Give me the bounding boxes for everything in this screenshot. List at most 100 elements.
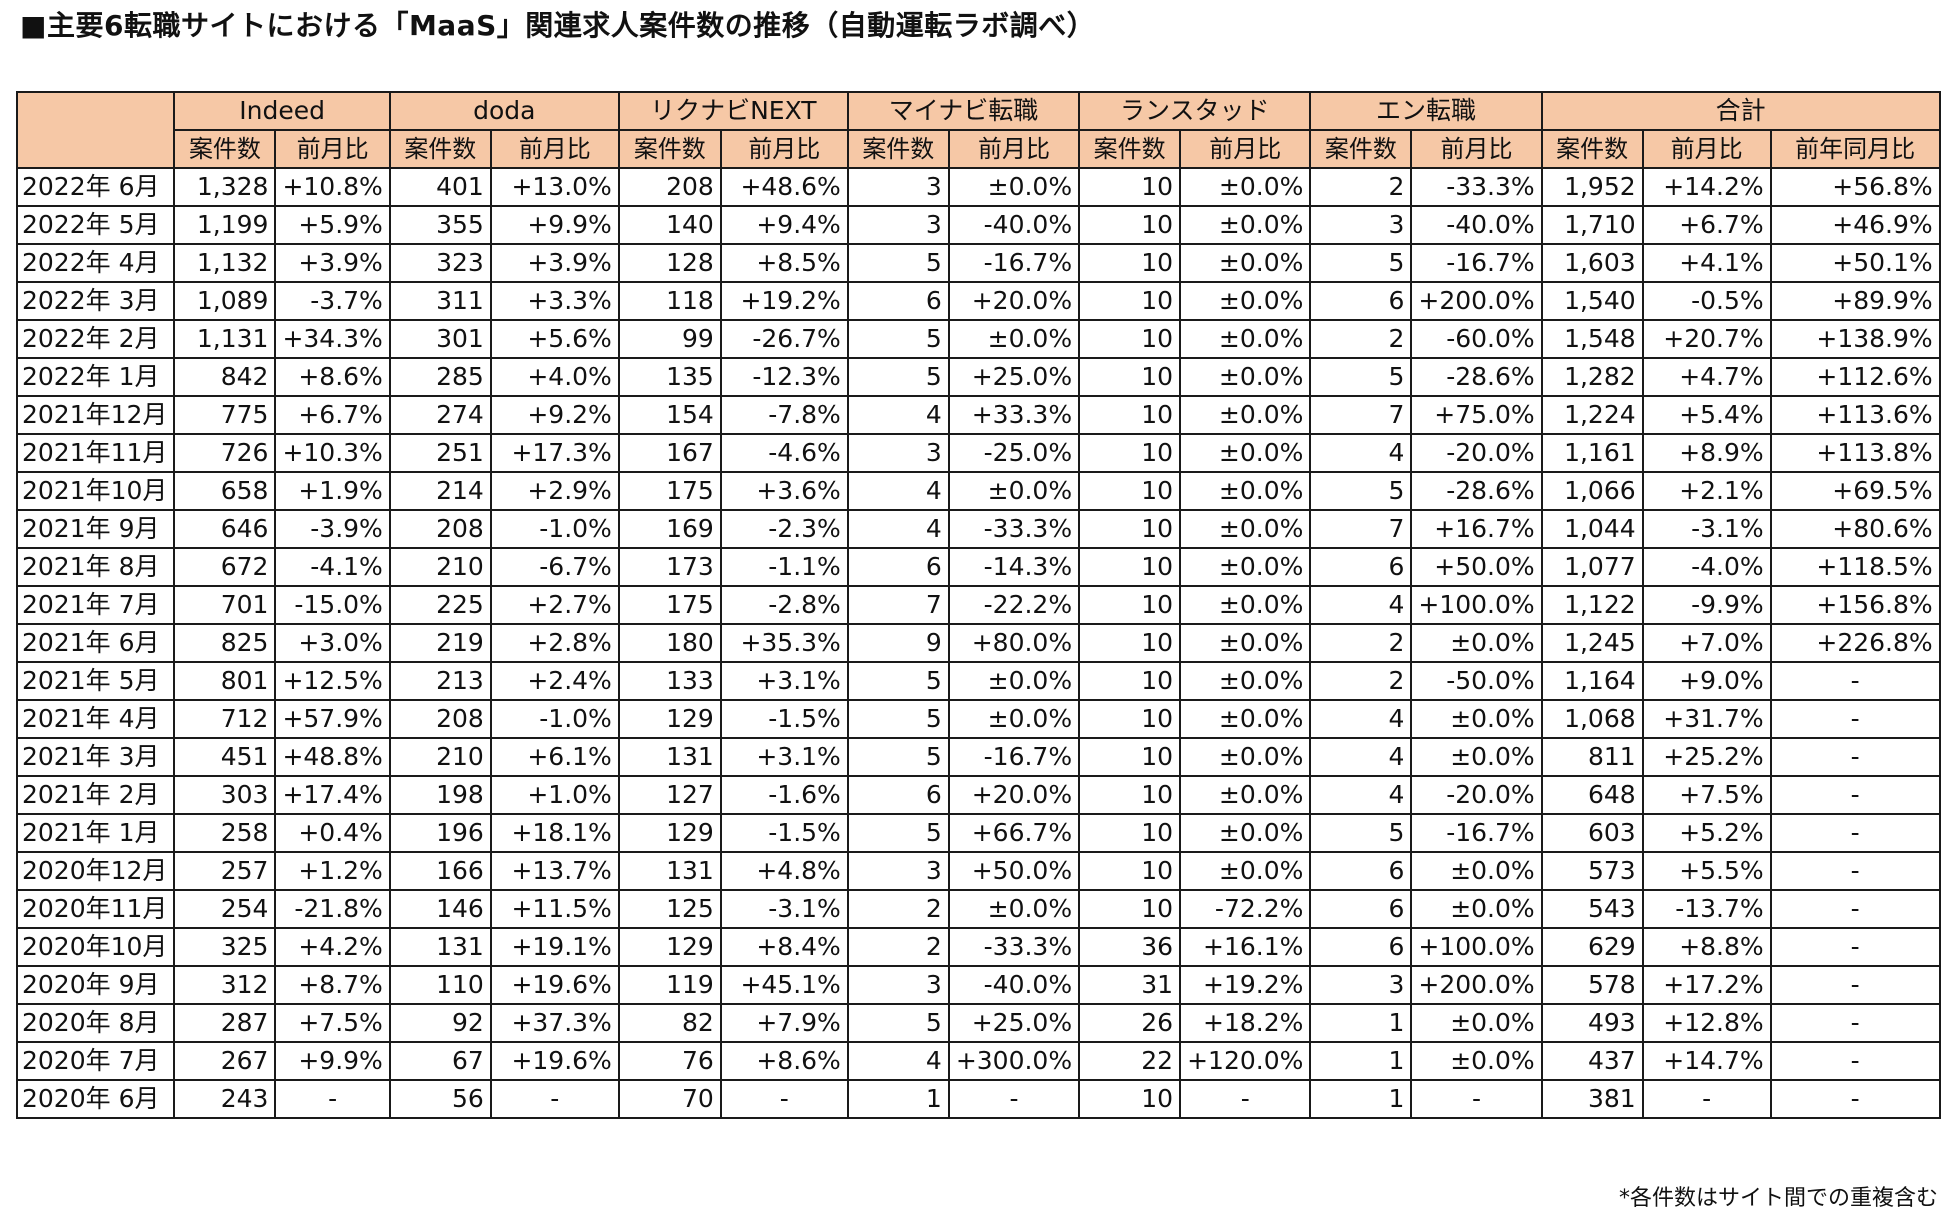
page-title: ■主要6転職サイトにおける「MaaS」関連求人案件数の推移（自動運転ラボ調べ） xyxy=(20,9,1096,42)
yoy-cell: - xyxy=(1769,661,1941,701)
count-cell: 10 xyxy=(1078,1079,1182,1119)
mom-cell: +13.7% xyxy=(489,851,620,891)
count-cell: 128 xyxy=(617,243,722,283)
table-row: 2020年 7月 267 +9.9% 67 +19.6% 76 +8.6% 4 +300.0% 2… xyxy=(15,1041,1941,1081)
mom-cell: +20.0% xyxy=(947,281,1081,321)
count-cell: 146 xyxy=(388,889,492,929)
table-row: 2022年 2月 1,131 +34.3% 301 +5.6% 99 -26.7% 5 ±0.0… xyxy=(15,319,1941,359)
mom-cell: ±0.0% xyxy=(1179,395,1312,435)
mom-cell: +17.2% xyxy=(1641,965,1772,1005)
mom-cell: +19.2% xyxy=(719,281,849,321)
table-row: 2020年 6月 243-56-70-1-10-1-381- - xyxy=(15,1079,1941,1119)
count-cell: 169 xyxy=(617,509,722,549)
mom-cell: -22.2% xyxy=(947,585,1081,625)
count-cell: 437 xyxy=(1540,1041,1644,1081)
mom-cell: +300.0% xyxy=(947,1041,1081,1081)
count-cell: 4 xyxy=(846,1041,950,1081)
mom-cell: +4.2% xyxy=(274,927,391,967)
count-cell: 401 xyxy=(388,167,492,207)
count-cell: 3 xyxy=(846,433,950,473)
count-cell: 381 xyxy=(1540,1079,1644,1119)
table-row: 2022年 4月 1,132 +3.9% 323 +3.9% 128 +8.5% 5 -16.7… xyxy=(15,243,1941,283)
mom-cell: +13.0% xyxy=(489,167,620,207)
count-cell: 2 xyxy=(846,889,950,929)
count-cell: 129 xyxy=(617,927,722,967)
mom-cell: ±0.0% xyxy=(1410,1003,1543,1043)
count-cell: 131 xyxy=(388,927,492,967)
count-cell: 3 xyxy=(1309,205,1413,245)
count-cell: 119 xyxy=(617,965,722,1005)
count-cell: 1,068 xyxy=(1540,699,1644,739)
mom-cell: +19.6% xyxy=(489,1041,620,1081)
count-cell: 22 xyxy=(1078,1041,1182,1081)
count-cell: 196 xyxy=(388,813,492,853)
mom-cell: +8.8% xyxy=(1641,927,1772,967)
count-cell: 3 xyxy=(846,965,950,1005)
count-cell: 7 xyxy=(1309,509,1413,549)
table-row: 2021年11月 726 +10.3% 251 +17.3% 167 -4.6% 3 -25.0… xyxy=(15,433,1941,473)
month-cell: 2021年 6月 xyxy=(15,623,176,663)
month-cell: 2022年 1月 xyxy=(15,357,176,397)
mom-cell: +66.7% xyxy=(947,813,1081,853)
mom-cell: +5.5% xyxy=(1641,851,1772,891)
data-table-container: Indeed doda リクナビNEXT マイナビ転職 ランスタッド エン転職 … xyxy=(15,91,1941,1119)
mom-cell: -40.0% xyxy=(947,205,1081,245)
table-row: 2021年 1月 258 +0.4% 196 +18.1% 129 -1.5% 5 +66.7%… xyxy=(15,813,1941,853)
month-cell: 2022年 3月 xyxy=(15,281,176,321)
count-cell: 6 xyxy=(1309,889,1413,929)
mom-cell: -40.0% xyxy=(947,965,1081,1005)
count-cell: 5 xyxy=(846,737,950,777)
table-row: 2022年 6月 1,328 +10.8% 401 +13.0% 208 +48.6% 3 ±0… xyxy=(15,167,1941,207)
count-cell: 7 xyxy=(846,585,950,625)
count-cell: 1 xyxy=(1309,1003,1413,1043)
mom-cell: +11.5% xyxy=(489,889,620,929)
count-cell: 5 xyxy=(1309,357,1413,397)
count-cell: 6 xyxy=(1309,547,1413,587)
count-cell: 543 xyxy=(1540,889,1644,929)
mom-cell: +25.2% xyxy=(1641,737,1772,777)
mom-cell: -2.8% xyxy=(719,585,849,625)
count-cell: 1,328 xyxy=(173,167,277,207)
count-cell: 4 xyxy=(1309,433,1413,473)
mom-cell: ±0.0% xyxy=(1179,813,1312,853)
yoy-cell: - xyxy=(1769,1079,1941,1119)
subheader-count: 案件数 xyxy=(617,129,722,169)
mom-cell: +8.6% xyxy=(274,357,391,397)
mom-cell: ±0.0% xyxy=(947,167,1081,207)
count-cell: 198 xyxy=(388,775,492,815)
count-cell: 1 xyxy=(846,1079,950,1119)
mom-cell: -33.3% xyxy=(1410,167,1543,207)
count-cell: 1,548 xyxy=(1540,319,1644,359)
count-cell: 1,952 xyxy=(1540,167,1644,207)
count-cell: 5 xyxy=(846,1003,950,1043)
mom-cell: +6.7% xyxy=(274,395,391,435)
mom-cell: +3.9% xyxy=(274,243,391,283)
count-cell: 10 xyxy=(1078,889,1182,929)
yoy-cell: +113.6% xyxy=(1769,395,1941,435)
count-cell: 10 xyxy=(1078,737,1182,777)
mom-cell: +2.1% xyxy=(1641,471,1772,511)
mom-cell: +18.2% xyxy=(1179,1003,1312,1043)
yoy-cell: - xyxy=(1769,775,1941,815)
table-row: 2021年 8月 672 -4.1% 210 -6.7% 173 -1.1% 6 -14.3% 1… xyxy=(15,547,1941,587)
mom-cell: ±0.0% xyxy=(1179,737,1312,777)
mom-cell: +19.6% xyxy=(489,965,620,1005)
yoy-cell: +226.8% xyxy=(1769,623,1941,663)
count-cell: 1,122 xyxy=(1540,585,1644,625)
table-row: 2021年 7月 701 -15.0% 225 +2.7% 175 -2.8% 7 -22.2%… xyxy=(15,585,1941,625)
mom-cell: +57.9% xyxy=(274,699,391,739)
mom-cell: +25.0% xyxy=(947,357,1081,397)
count-cell: 2 xyxy=(1309,661,1413,701)
count-cell: 10 xyxy=(1078,167,1182,207)
month-cell: 2020年12月 xyxy=(15,851,176,891)
yoy-cell: - xyxy=(1769,737,1941,777)
count-cell: 5 xyxy=(846,699,950,739)
count-cell: 6 xyxy=(846,281,950,321)
mom-cell: +33.3% xyxy=(947,395,1081,435)
count-cell: 10 xyxy=(1078,547,1182,587)
mom-cell: - xyxy=(274,1079,391,1119)
count-cell: 10 xyxy=(1078,775,1182,815)
mom-cell: ±0.0% xyxy=(1179,319,1312,359)
count-cell: 225 xyxy=(388,585,492,625)
count-cell: 208 xyxy=(388,509,492,549)
